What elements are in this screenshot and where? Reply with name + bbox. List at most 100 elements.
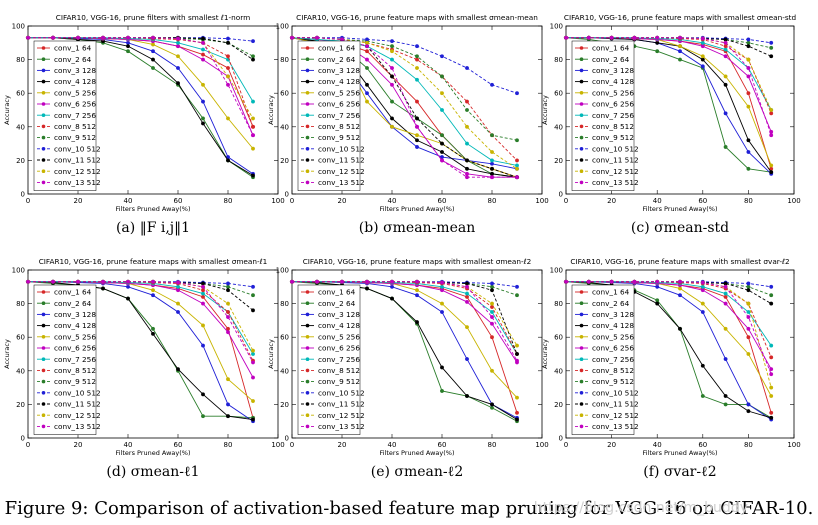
data-point [201,392,205,397]
legend-label: conv_7 256 [54,355,96,364]
data-point [515,166,519,171]
data-point [746,57,751,62]
data-point [490,158,494,163]
legend-marker [305,180,310,185]
x-tick-label: 40 [653,441,662,449]
data-point [700,363,705,368]
x-tick-label: 20 [74,441,83,449]
data-point [515,343,519,348]
data-point [655,301,660,306]
data-point [515,293,519,298]
data-point [151,66,155,70]
legend-label: conv_10 512 [54,388,101,397]
legend-marker [305,391,310,395]
legend-marker [41,91,46,95]
legend-marker [41,102,46,106]
data-point [723,74,728,79]
y-tick-label: 80 [280,300,289,308]
legend-marker [41,124,46,129]
subcaption: (c) σmean-std [631,220,729,236]
data-point [226,54,230,59]
legend-label: conv_5 256 [318,88,360,97]
data-point [465,294,469,299]
y-tick-label: 40 [16,123,25,131]
legend-label: conv_11 512 [318,400,365,409]
legend-marker [41,290,46,294]
y-tick-label: 60 [280,334,289,342]
legend-label: conv_10 512 [54,144,101,153]
data-point [746,402,751,407]
legend-marker [305,147,310,151]
legend-label: conv_2 64 [318,299,356,308]
legend-label: conv_4 128 [54,321,96,330]
x-tick-label: 100 [535,441,548,449]
data-point [226,301,230,306]
data-point [390,124,394,129]
data-point [151,57,155,62]
data-point [365,40,369,45]
data-point [723,326,728,331]
data-point [226,288,230,293]
legend-marker [41,413,46,418]
legend-label: conv_4 128 [592,77,634,86]
y-tick-label: 100 [276,23,289,31]
legend-label: conv_1 64 [54,44,92,53]
y-tick-label: 40 [554,123,563,131]
data-point [746,150,751,154]
data-point [586,35,591,40]
legend-marker [41,323,46,328]
data-point [51,279,55,284]
data-point [126,35,130,40]
x-tick-label: 0 [290,197,294,205]
legend-marker [579,91,584,95]
data-point [176,280,180,285]
data-point [465,66,469,70]
data-point [723,301,728,306]
data-point [746,284,751,289]
data-point [415,99,419,104]
legend-marker [579,323,584,328]
data-point [678,286,682,291]
legend-marker [579,402,584,406]
data-point [490,321,494,326]
data-point [315,279,319,284]
data-point [746,66,751,70]
data-point [251,417,255,422]
legend-marker [305,379,310,384]
data-point [723,294,728,299]
legend-label: conv_5 256 [54,88,96,97]
data-point [723,111,728,116]
data-point [769,385,774,390]
legend-label: conv_3 128 [592,66,634,75]
data-point [655,298,660,303]
data-point [176,66,180,70]
x-tick-label: 40 [388,441,397,449]
data-point [700,64,705,69]
data-point [226,330,230,335]
data-point [365,49,369,54]
data-point [415,44,419,49]
data-point [390,116,394,121]
data-point [390,74,394,79]
y-tick-label: 80 [16,300,25,308]
legend-marker [579,357,584,362]
data-point [723,357,728,361]
legend-label: conv_6 256 [592,100,634,109]
y-tick-label: 60 [280,90,289,98]
data-point [251,173,255,178]
data-point [564,35,568,40]
data-point [76,35,80,40]
data-point [365,66,369,70]
data-point [251,308,255,313]
data-point [226,315,230,319]
legend-label: conv_8 512 [592,122,634,131]
data-point [251,99,255,104]
legend-marker [305,46,310,50]
data-point [515,358,519,363]
data-point [440,158,444,163]
data-point [201,36,205,41]
data-point [251,57,255,62]
y-tick-label: 100 [276,267,289,275]
legend-marker [579,169,584,173]
data-point [609,35,614,40]
